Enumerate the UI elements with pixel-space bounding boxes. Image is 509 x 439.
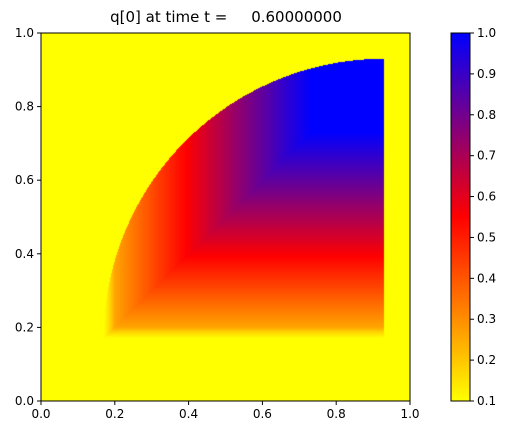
x-tick-label: 0.2 — [105, 407, 124, 421]
colorbar-tick-label: 0.9 — [477, 67, 496, 81]
colorbar-tick-label: 0.8 — [477, 108, 496, 122]
colorbar-tick-label: 0.4 — [477, 271, 496, 285]
y-tick-label: 1.0 — [15, 26, 34, 40]
colorbar: 0.1 0.2 0.3 0.4 0.5 0.6 0.7 0.8 0.9 1.0 — [450, 26, 496, 408]
colorbar-tick-label: 0.2 — [477, 353, 496, 367]
colorbar-tick-label: 0.6 — [477, 190, 496, 204]
plot-frame — [40, 32, 411, 402]
x-tick-label: 0.4 — [179, 407, 198, 421]
y-axis: 0.0 0.2 0.4 0.6 0.8 1.0 — [15, 26, 41, 408]
y-tick-label: 0.8 — [15, 100, 34, 114]
colorbar-tick-label: 0.5 — [477, 230, 496, 244]
y-tick-label: 0.4 — [15, 247, 34, 261]
colorbar-gradient — [451, 33, 470, 401]
colorbar-tick-label: 0.7 — [477, 149, 496, 163]
chart-title: q[0] at time t = 0.60000000 — [110, 8, 342, 26]
x-tick-label: 0.6 — [253, 407, 272, 421]
y-tick-label: 0.2 — [15, 320, 34, 334]
plot-area — [40, 32, 411, 402]
x-tick-label: 1.0 — [400, 407, 419, 421]
colorbar-tick-label: 0.1 — [477, 394, 496, 408]
x-tick-label: 0.8 — [327, 407, 346, 421]
heatmap-image — [41, 33, 410, 401]
y-tick-label: 0.0 — [15, 394, 34, 408]
y-tick-label: 0.6 — [15, 173, 34, 187]
x-tick-label: 0.0 — [31, 407, 50, 421]
colorbar-frame — [450, 32, 471, 402]
colorbar-tick-label: 0.3 — [477, 312, 496, 326]
colorbar-tick-label: 1.0 — [477, 26, 496, 40]
x-axis: 0.0 0.2 0.4 0.6 0.8 1.0 — [31, 401, 420, 421]
